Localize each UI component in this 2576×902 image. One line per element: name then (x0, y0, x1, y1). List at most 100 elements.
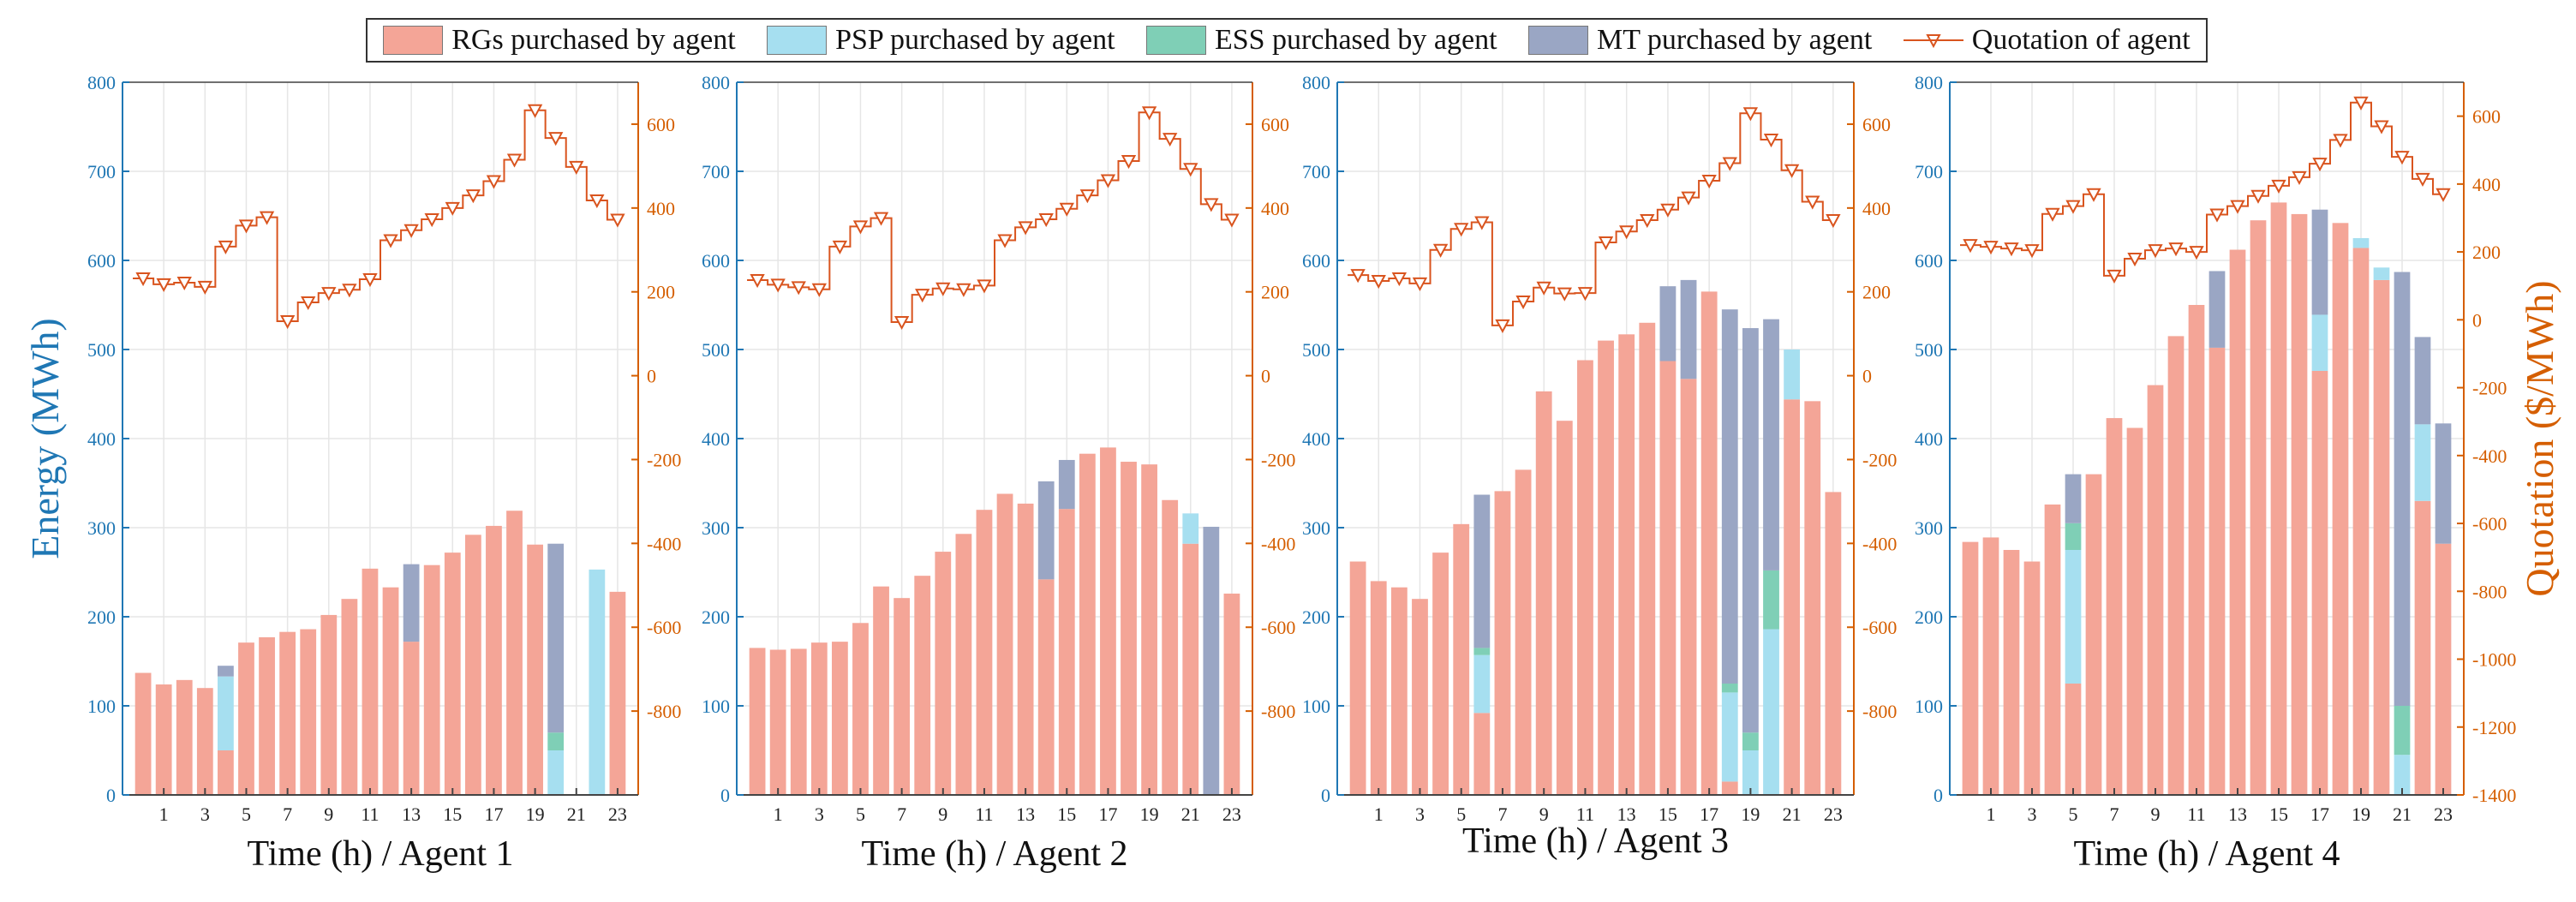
left-tick-label: 200 (87, 606, 116, 628)
legend-item-psp: PSP purchased by agent (767, 24, 1115, 57)
quotation-marker (2415, 172, 2430, 188)
quotation-marker (2168, 242, 2184, 257)
left-tick-label: 100 (87, 696, 116, 717)
quotation-marker (852, 220, 869, 235)
right-tick-label: -400 (647, 533, 681, 554)
x-tick-label: 17 (1700, 803, 1718, 825)
bar-rg (1700, 291, 1718, 795)
bar-rg (2126, 427, 2143, 795)
bar-ess (1742, 732, 1759, 750)
bar-rg (196, 688, 213, 795)
left-tick-label: 300 (1302, 517, 1330, 539)
left-tick-label: 0 (1933, 785, 1943, 806)
x-tick-label: 15 (1057, 803, 1076, 825)
x-tick-label: 7 (2110, 803, 2119, 825)
bar-rg (2044, 504, 2061, 795)
quotation-marker (1640, 214, 1655, 229)
x-tick-label: 1 (774, 803, 783, 825)
quotation-marker (2209, 208, 2225, 223)
quotation-marker (894, 315, 910, 331)
bar-rg (1804, 401, 1821, 795)
left-tick-label: 100 (1302, 696, 1330, 717)
left-tick-label: 700 (87, 161, 116, 182)
bar-rg (1390, 587, 1408, 795)
quotation-marker (2045, 207, 2060, 222)
bar-rg (1556, 421, 1573, 795)
bar-rg (2023, 561, 2041, 795)
right-tick-label: 200 (647, 282, 675, 303)
left-tick-label: 0 (1321, 785, 1330, 806)
bar-rg (1037, 579, 1055, 795)
bar-rg (1017, 503, 1034, 795)
bar-rg (2085, 474, 2102, 795)
bar-ess (547, 732, 565, 750)
quotation-marker (197, 280, 212, 295)
bar-mt (403, 564, 420, 642)
quotation-marker (811, 283, 827, 297)
left-tick-label: 800 (1302, 72, 1330, 93)
bar-rg (1162, 499, 1179, 795)
left-tick-label: 600 (1915, 250, 1943, 272)
quotation-marker (1681, 191, 1696, 206)
quotation-marker (301, 296, 316, 311)
x-tick-label: 11 (361, 803, 379, 825)
x-tick-label: 7 (283, 803, 292, 825)
quotation-marker (1557, 287, 1572, 302)
x-tick-label: 21 (2393, 803, 2412, 825)
bar-rg (2208, 347, 2226, 795)
right-tick-label: -200 (1862, 449, 1897, 470)
quotation-marker (383, 234, 398, 248)
legend-label-psp: PSP purchased by agent (835, 24, 1115, 56)
quotation-marker (2189, 246, 2204, 260)
bar-rg (2332, 223, 2349, 795)
bar-rg (362, 568, 379, 795)
x-tick-label: 23 (608, 803, 627, 825)
bar-rg (134, 672, 152, 795)
quotation-marker (1454, 223, 1469, 237)
right-tick-label: -800 (1261, 701, 1295, 722)
bar-rg (832, 642, 848, 795)
quotation-marker (589, 194, 605, 209)
quotation-marker (1784, 164, 1800, 178)
x-tick-label: 15 (443, 803, 462, 825)
right-tick-label: -600 (1261, 617, 1295, 638)
quotation-marker (1577, 287, 1593, 302)
quotation-marker (1701, 175, 1717, 189)
quotation-marker (1121, 155, 1137, 170)
right-tick-label: -1000 (2472, 649, 2516, 671)
bar-psp (1742, 750, 1759, 795)
quotation-marker (1983, 241, 1999, 255)
quotation-marker (2148, 244, 2163, 259)
legend-swatch-mt (1527, 26, 1588, 55)
bar-rg (1100, 447, 1116, 795)
bar-rg (2270, 202, 2287, 795)
x-tick-label: 7 (897, 803, 906, 825)
x-tick-label: 5 (242, 803, 251, 825)
right-tick-label: 400 (1261, 198, 1289, 219)
quotation-marker (1619, 225, 1635, 240)
quotation-marker (1391, 272, 1408, 287)
x-tick-label: 17 (2310, 803, 2329, 825)
x-tick-label: 5 (2069, 803, 2078, 825)
bar-rg (1370, 581, 1387, 795)
x-tick-label: 13 (402, 803, 421, 825)
bar-rg (1141, 464, 1157, 795)
right-tick-label: 0 (647, 366, 656, 387)
x-tick-label: 7 (1497, 803, 1507, 825)
bar-rg (2065, 684, 2082, 795)
quotation-marker (1059, 202, 1074, 217)
quotation-marker (1474, 216, 1490, 230)
legend-item-rg: RGs purchased by agent (383, 24, 736, 57)
quotation-marker (1742, 107, 1759, 122)
quotation-marker (2127, 253, 2143, 267)
quotation-marker (1224, 213, 1240, 228)
bar-rg (935, 552, 952, 795)
quotation-marker (977, 279, 992, 294)
bar-rg (1453, 523, 1470, 795)
bar-rg (259, 636, 275, 795)
bar-psp (1763, 629, 1779, 795)
bar-rg (279, 631, 296, 795)
quotation-marker (750, 274, 765, 289)
bar-rg (2250, 220, 2267, 795)
